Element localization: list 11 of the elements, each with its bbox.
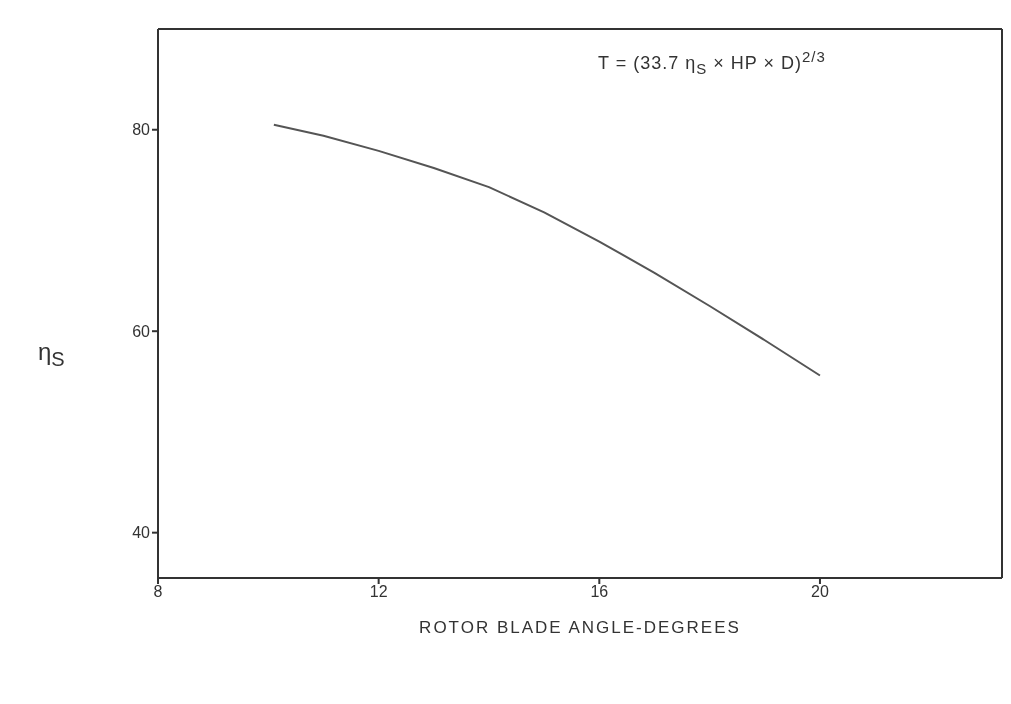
line-series — [272, 123, 821, 377]
y-tick-label: 40 — [132, 524, 151, 542]
y-tick-label: 60 — [132, 322, 151, 340]
x-tick-label: 20 — [811, 583, 829, 601]
x-tick-label: 16 — [590, 583, 609, 601]
x-axis-title: ROTOR BLADE ANGLE-DEGREES — [419, 618, 741, 637]
annotation: T = (33.7 η$_{S}$ × HP × D)$^{2/3}$ — [598, 48, 826, 77]
y-axis-title: η$_{S}$ — [38, 338, 65, 371]
x-tick-label: 8 — [153, 583, 163, 601]
y-tick-label: 80 — [132, 121, 151, 139]
x-tick-label: 12 — [369, 583, 388, 601]
